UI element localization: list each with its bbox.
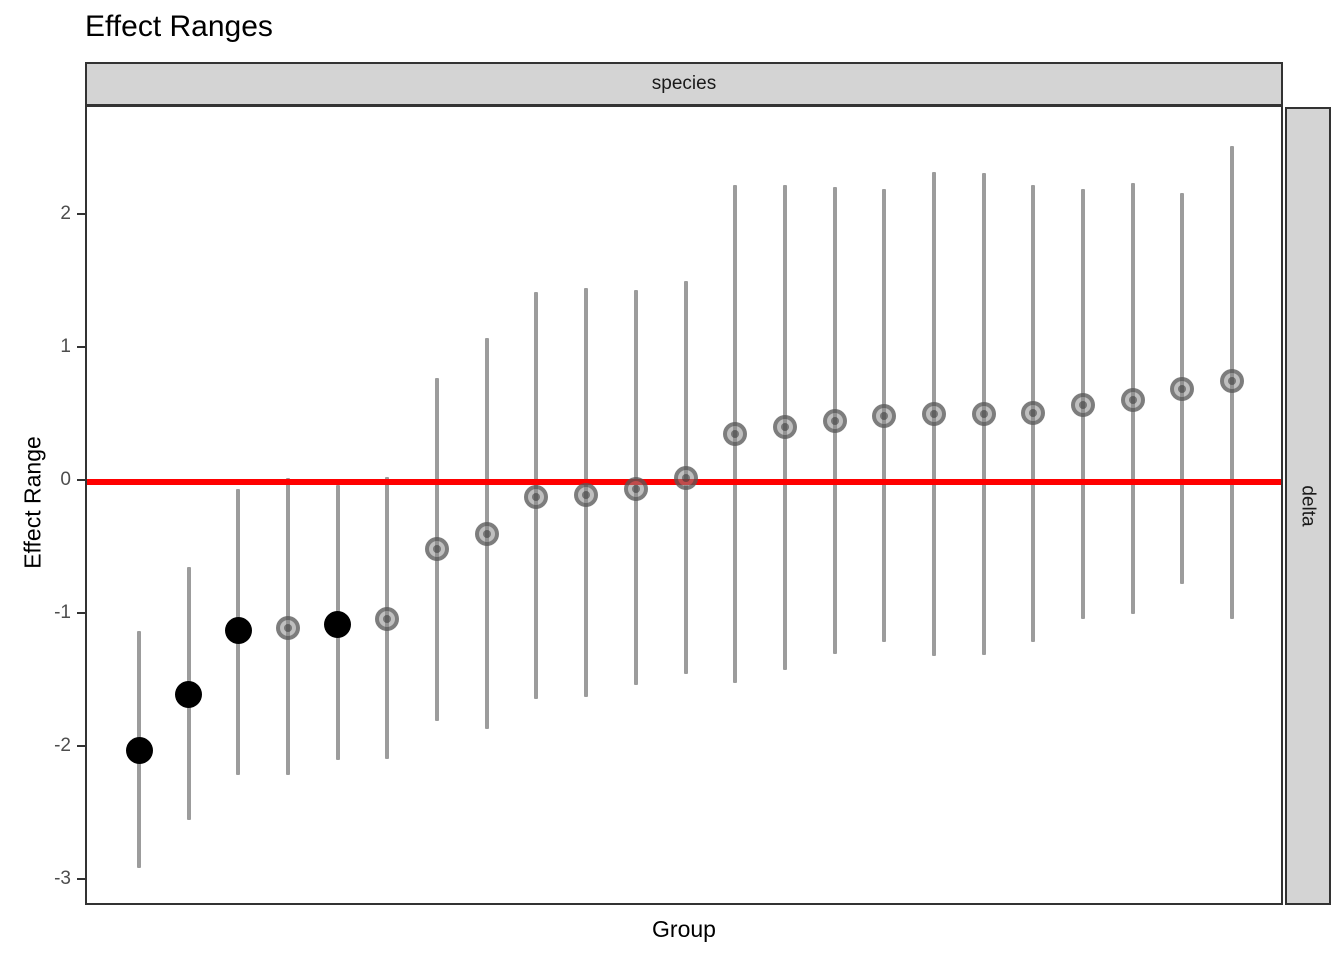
data-point-significant [125, 737, 153, 765]
y-tick-mark [77, 346, 85, 348]
data-point-center [284, 624, 293, 633]
y-tick-label: -1 [54, 602, 71, 623]
data-point [1070, 392, 1095, 417]
data-point [276, 616, 301, 641]
data-point-center [383, 614, 392, 623]
y-tick-label: 2 [60, 203, 71, 224]
data-point-center [1128, 395, 1137, 404]
data-point-center [1178, 384, 1187, 393]
facet-strip-right: delta [1285, 107, 1331, 905]
data-point-center [1078, 400, 1087, 409]
data-point [971, 402, 996, 427]
data-point [1220, 368, 1244, 393]
data-point [1170, 376, 1195, 401]
data-point [474, 521, 499, 546]
y-tick-label: -3 [54, 868, 71, 889]
data-point-center [631, 484, 640, 493]
data-point-center [482, 529, 491, 538]
y-tick-label: -2 [54, 735, 71, 756]
y-tick-mark [77, 213, 85, 215]
data-point [822, 408, 847, 433]
y-axis-label: Effect Range [19, 436, 46, 569]
chart-title: Effect Ranges [85, 10, 273, 43]
data-point-center [582, 491, 591, 500]
data-point [1120, 387, 1145, 412]
data-point-center [929, 410, 938, 419]
data-point-center [830, 416, 839, 425]
data-point [623, 476, 648, 501]
data-point [723, 422, 748, 447]
y-tick-mark [77, 479, 85, 481]
data-point-center [780, 423, 789, 432]
data-point-center [979, 410, 988, 419]
data-point-center [681, 474, 690, 482]
data-point [524, 484, 549, 509]
data-point [574, 483, 599, 508]
y-tick-mark [77, 612, 85, 614]
data-point-significant [324, 610, 352, 638]
facet-strip-top: species [85, 62, 1283, 106]
data-point [425, 536, 450, 561]
y-tick-label: 0 [60, 469, 71, 490]
facet-strip-right-label: delta [1297, 485, 1319, 527]
data-point [1021, 400, 1046, 425]
y-tick-mark [77, 745, 85, 747]
data-point-center [880, 411, 889, 420]
data-point [921, 402, 946, 427]
data-point [673, 466, 698, 490]
y-tick-mark [77, 878, 85, 880]
data-point-center [532, 492, 541, 501]
data-point [772, 415, 797, 440]
data-point-significant [175, 681, 203, 709]
data-point-center [1029, 408, 1038, 417]
data-point-center [1228, 376, 1236, 385]
data-point [375, 606, 400, 631]
data-point-center [731, 430, 740, 439]
y-tick-label: 1 [60, 336, 71, 357]
data-point-center [433, 544, 442, 553]
data-point [872, 403, 897, 428]
facet-strip-top-label: species [651, 73, 717, 94]
plot-panel [85, 105, 1283, 905]
x-axis-label: Group [652, 916, 716, 942]
data-point-significant [224, 617, 252, 645]
